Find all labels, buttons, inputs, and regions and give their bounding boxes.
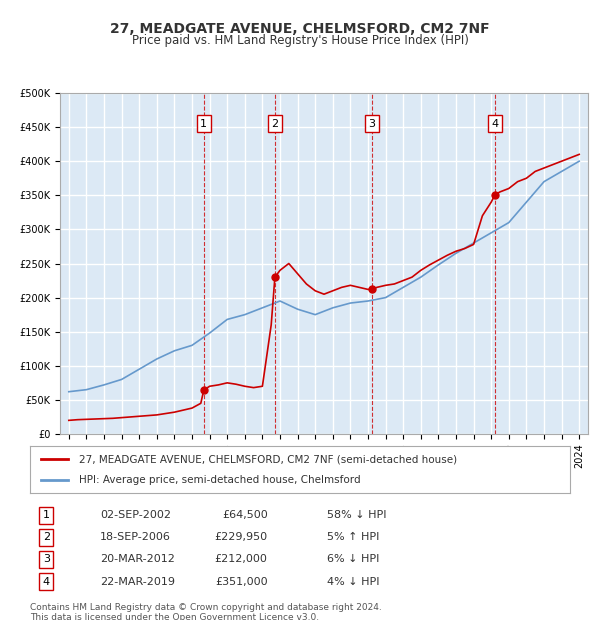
Text: 5% ↑ HPI: 5% ↑ HPI bbox=[327, 533, 379, 542]
Text: 6% ↓ HPI: 6% ↓ HPI bbox=[327, 554, 379, 564]
Text: 1: 1 bbox=[200, 118, 207, 129]
Text: 20-MAR-2012: 20-MAR-2012 bbox=[100, 554, 175, 564]
Text: 3: 3 bbox=[43, 554, 50, 564]
Text: 3: 3 bbox=[368, 118, 376, 129]
Text: 18-SEP-2006: 18-SEP-2006 bbox=[100, 533, 171, 542]
Text: 1: 1 bbox=[43, 510, 50, 520]
Text: 2: 2 bbox=[43, 533, 50, 542]
Text: This data is licensed under the Open Government Licence v3.0.: This data is licensed under the Open Gov… bbox=[30, 613, 319, 620]
Text: 27, MEADGATE AVENUE, CHELMSFORD, CM2 7NF (semi-detached house): 27, MEADGATE AVENUE, CHELMSFORD, CM2 7NF… bbox=[79, 454, 457, 464]
Text: £229,950: £229,950 bbox=[214, 533, 268, 542]
Text: Contains HM Land Registry data © Crown copyright and database right 2024.: Contains HM Land Registry data © Crown c… bbox=[30, 603, 382, 612]
Text: 4% ↓ HPI: 4% ↓ HPI bbox=[327, 577, 380, 587]
Text: 58% ↓ HPI: 58% ↓ HPI bbox=[327, 510, 386, 520]
Text: 22-MAR-2019: 22-MAR-2019 bbox=[100, 577, 175, 587]
Text: 2: 2 bbox=[271, 118, 278, 129]
Text: £212,000: £212,000 bbox=[215, 554, 268, 564]
Text: HPI: Average price, semi-detached house, Chelmsford: HPI: Average price, semi-detached house,… bbox=[79, 475, 360, 485]
Text: £64,500: £64,500 bbox=[222, 510, 268, 520]
Text: 4: 4 bbox=[491, 118, 499, 129]
Text: 27, MEADGATE AVENUE, CHELMSFORD, CM2 7NF: 27, MEADGATE AVENUE, CHELMSFORD, CM2 7NF bbox=[110, 22, 490, 36]
Text: 02-SEP-2002: 02-SEP-2002 bbox=[100, 510, 171, 520]
Text: 4: 4 bbox=[43, 577, 50, 587]
Text: Price paid vs. HM Land Registry's House Price Index (HPI): Price paid vs. HM Land Registry's House … bbox=[131, 34, 469, 47]
Text: £351,000: £351,000 bbox=[215, 577, 268, 587]
